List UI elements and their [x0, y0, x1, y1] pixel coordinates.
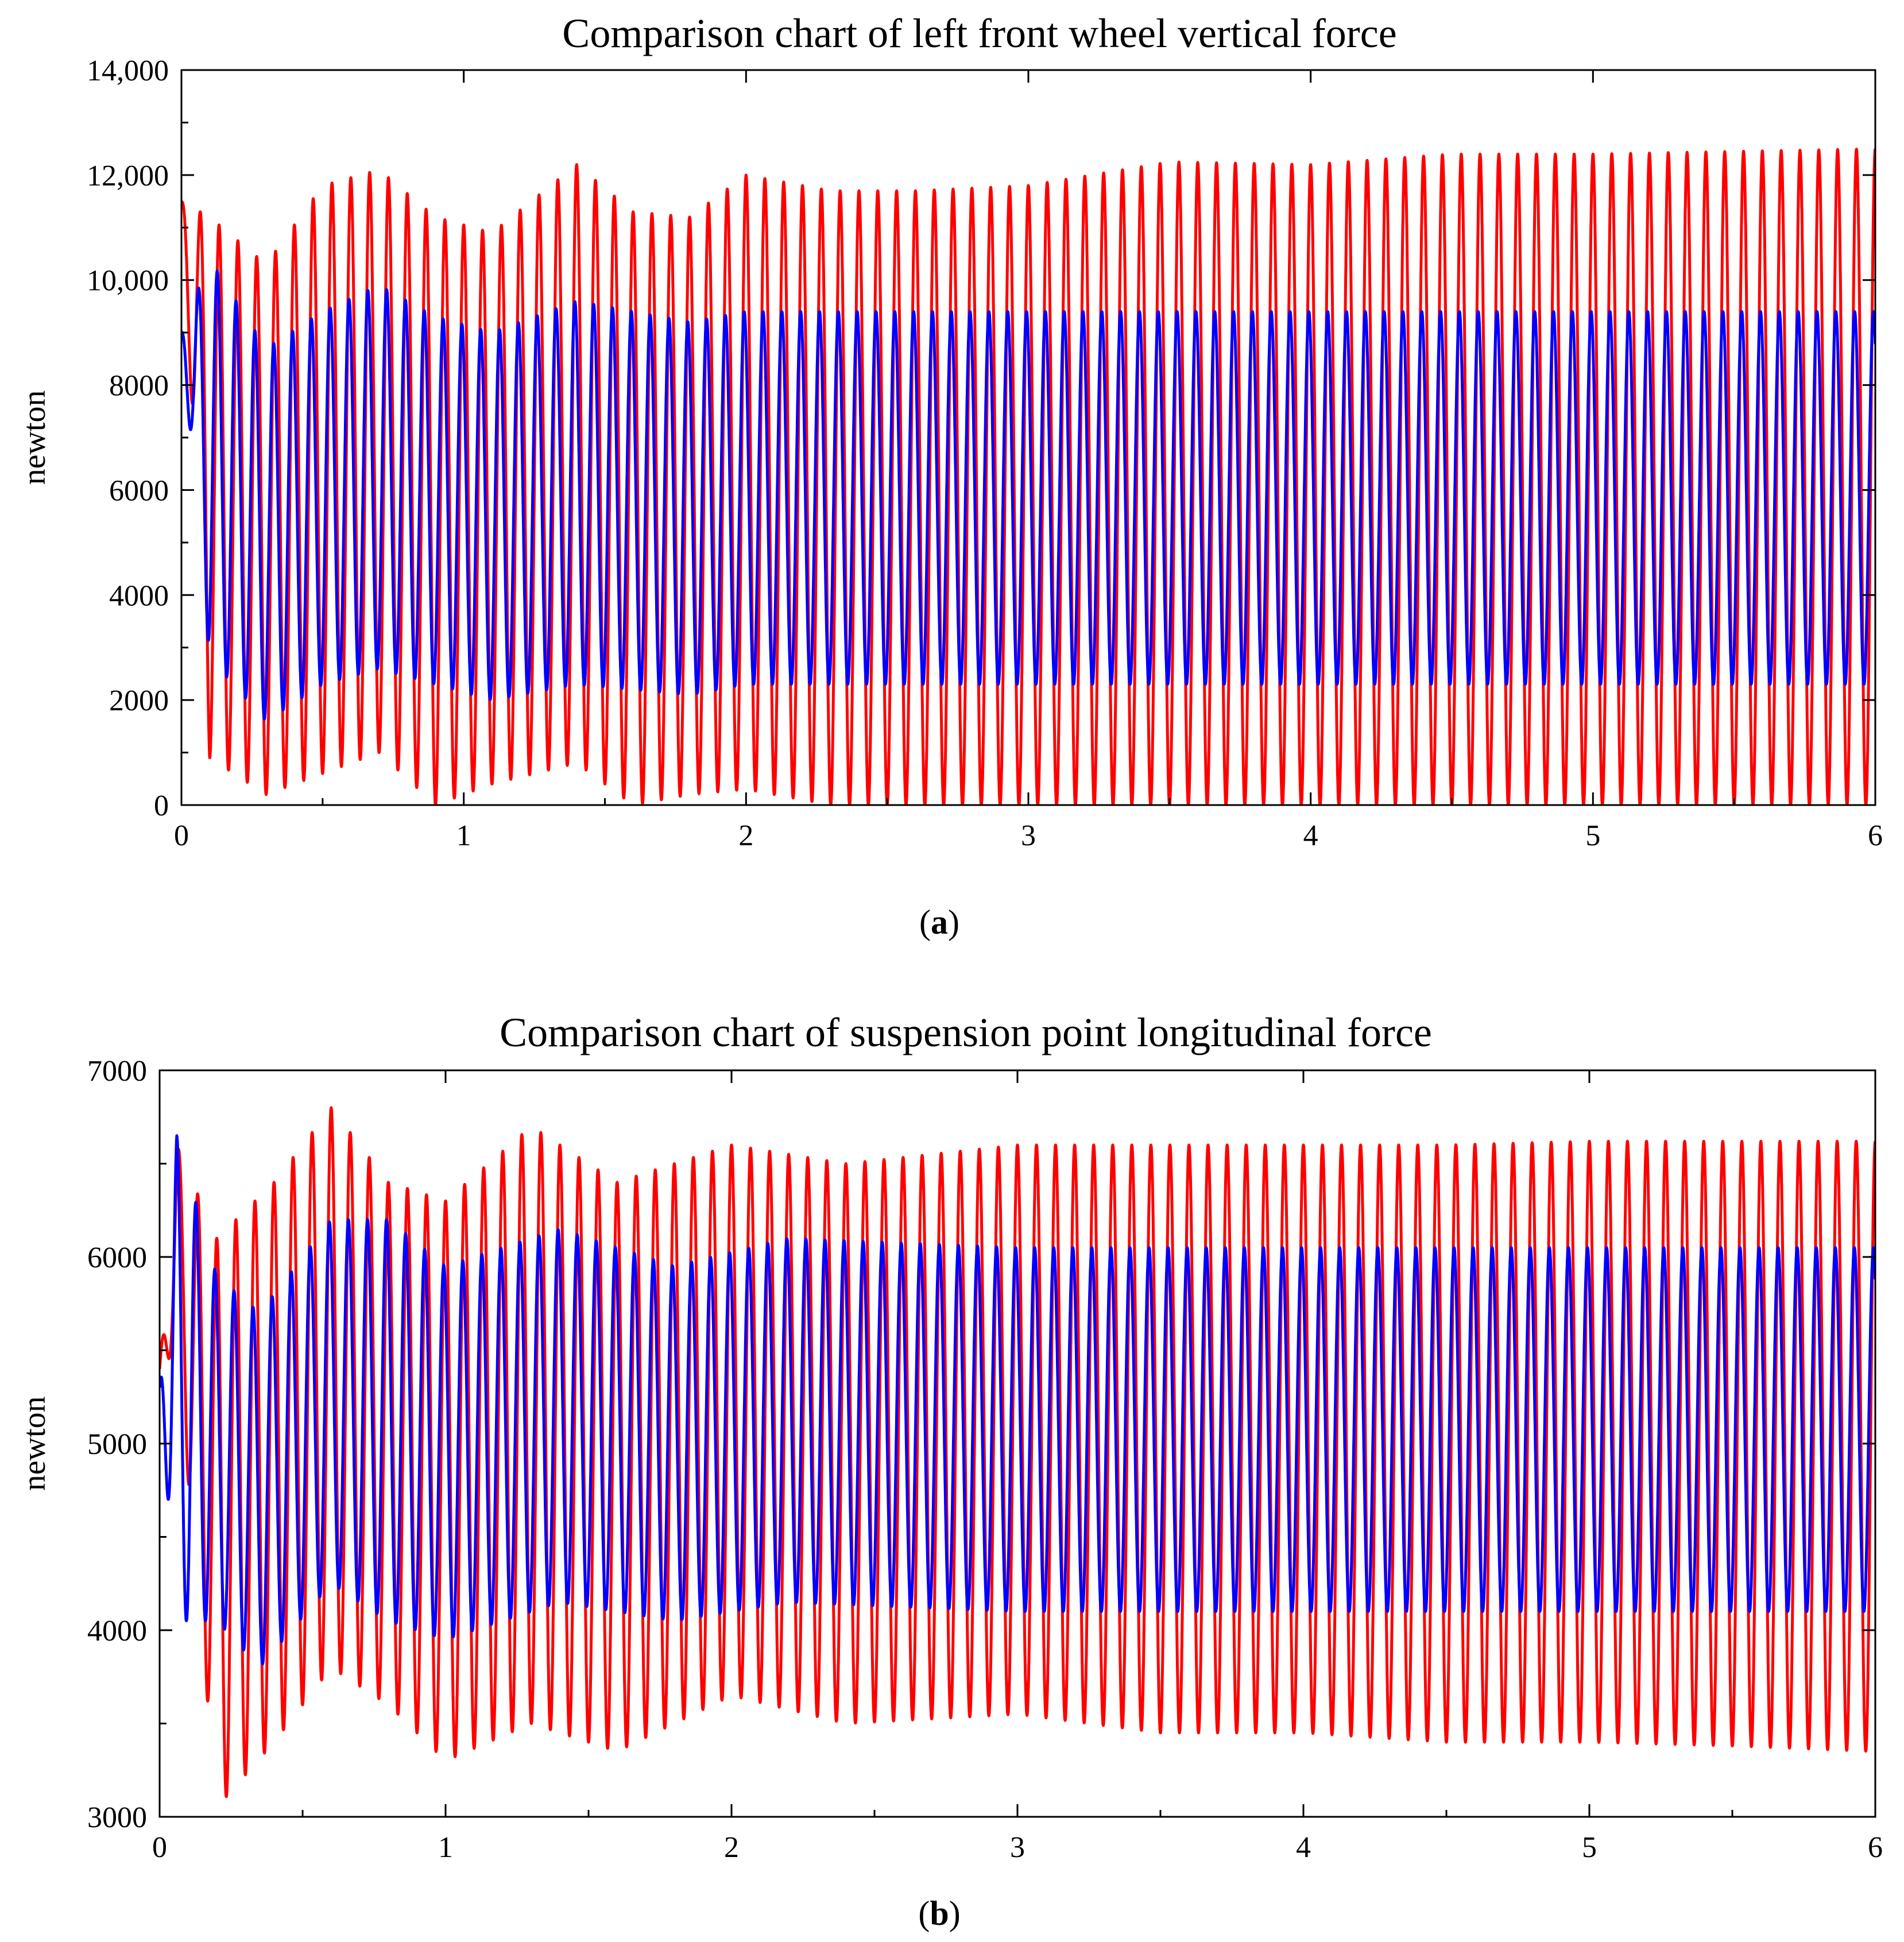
- chart-a-xtick-label: 0: [174, 819, 189, 852]
- chart-b-series-red-line: [160, 1106, 1875, 1798]
- chart-b-xtick-label: 4: [1296, 1831, 1311, 1864]
- chart-b-xtick-label: 1: [438, 1831, 453, 1864]
- chart-a-ytick-label: 6000: [109, 474, 169, 507]
- chart-a-axes: 0 1 2 3 4 5 6 0 2000 4000 6000 8000 10,000 12,000 14,0…: [87, 55, 1883, 852]
- panel-b: Comparison chart of suspension point lon…: [17, 1009, 1883, 1932]
- chart-b-ytick-label: 7000: [87, 1055, 147, 1088]
- chart-a-series-red-line: [181, 148, 1875, 805]
- chart-b-ytick-label: 3000: [87, 1801, 147, 1834]
- chart-a-ytick-label: 12,000: [87, 160, 169, 192]
- chart-b-xtick-label: 6: [1868, 1831, 1883, 1864]
- chart-b-ytick-label: 6000: [87, 1241, 147, 1274]
- chart-a-xtick-label: 3: [1021, 819, 1036, 852]
- chart-a-xtick-label: 1: [456, 819, 471, 852]
- chart-b-ytick-label: 5000: [87, 1428, 147, 1461]
- chart-b-ytick-label: 4000: [87, 1615, 147, 1647]
- chart-a-xtick-label: 2: [738, 819, 753, 852]
- chart-b-xtick-label: 3: [1010, 1831, 1025, 1864]
- chart-b-axes: 0 1 2 3 4 5 6 3000 4000 5000 6000 7000: [87, 1055, 1883, 1864]
- chart-a-plot-area: [181, 148, 1875, 805]
- chart-a-xtick-label: 4: [1303, 819, 1318, 852]
- chart-b-xtick-label: 2: [724, 1831, 739, 1864]
- chart-a-ytick-label: 4000: [109, 579, 169, 612]
- chart-a-ytick-label: 0: [154, 790, 169, 822]
- chart-b-xtick-label: 0: [152, 1831, 167, 1864]
- chart-a-xtick-label: 6: [1868, 819, 1883, 852]
- chart-b-caption: (b): [918, 1894, 960, 1932]
- chart-a-series-blue-line: [181, 269, 1875, 721]
- chart-b-ylabel: newton: [17, 1396, 52, 1491]
- chart-b-plot-area: [160, 1106, 1875, 1798]
- panel-a: Comparison chart of left front wheel ver…: [17, 10, 1883, 941]
- chart-a-xtick-label: 5: [1585, 819, 1600, 852]
- chart-a-caption: (a): [919, 903, 959, 941]
- chart-b-series-blue-line: [160, 1134, 1875, 1666]
- chart-a-ytick-label: 10,000: [87, 265, 169, 297]
- chart-a-ylabel: newton: [17, 390, 52, 485]
- chart-a-frame: [180, 69, 1876, 806]
- chart-a-ytick-label: 14,000: [87, 55, 169, 87]
- chart-a-ytick-label: 8000: [109, 370, 169, 403]
- chart-b-xtick-label: 5: [1582, 1831, 1597, 1864]
- chart-a-title: Comparison chart of left front wheel ver…: [562, 10, 1396, 56]
- chart-b-title: Comparison chart of suspension point lon…: [500, 1009, 1432, 1055]
- chart-a-ytick-label: 2000: [109, 684, 169, 717]
